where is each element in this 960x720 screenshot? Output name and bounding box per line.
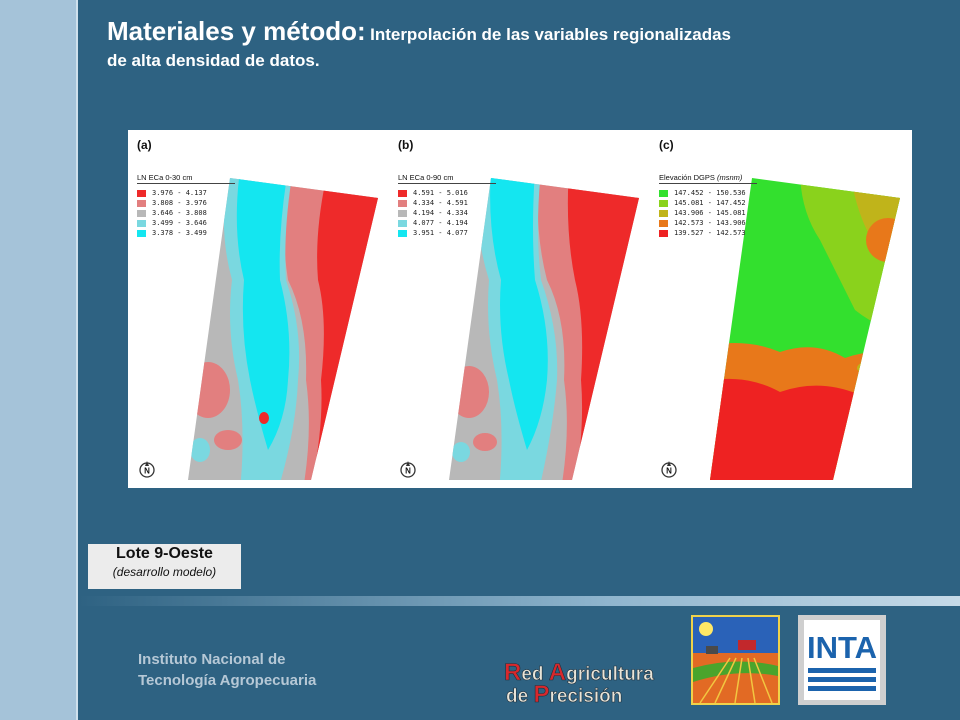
caption-subtitle: (desarrollo modelo) (112, 565, 217, 579)
legend-swatch (137, 199, 146, 207)
legend-title-unit: (msnm) (716, 173, 743, 182)
legend-label: 3.378 - 3.499 (152, 229, 207, 237)
left-decor-band (0, 0, 76, 720)
legend-swatch (137, 229, 146, 237)
north-label: N (666, 467, 672, 476)
legend-label: 3.499 - 3.646 (152, 219, 207, 227)
legend-item: 3.646 - 3.808 (137, 208, 207, 218)
panel-b-legend-title: LN ECa 0-90 cm (398, 173, 454, 182)
legend-swatch (398, 199, 407, 207)
panel-b-letter: (b) (398, 138, 414, 152)
logo-text-gricultura: gricultura (566, 664, 654, 685)
north-arrow-icon: N (400, 461, 416, 478)
north-label: N (144, 467, 150, 476)
map-a (188, 178, 378, 480)
legend-label: 3.808 - 3.976 (152, 199, 207, 207)
panel-b-legend-rule (398, 183, 496, 184)
north-arrow-icon: N (661, 461, 677, 478)
legend-title-text: Elevación DGPS (659, 173, 715, 182)
logo-text-de: de (506, 686, 533, 707)
decor-fade-bar (78, 596, 960, 606)
legend-label: 4.194 - 4.334 (413, 209, 468, 217)
legend-item: 4.077 - 4.194 (398, 218, 468, 228)
inta-logo-text: INTA (807, 630, 877, 665)
legend-label: 143.906 - 145.081 (674, 209, 746, 217)
legend-swatch (659, 199, 668, 207)
panel-c-legend-title: Elevación DGPS (msnm) (659, 173, 742, 182)
legend-label: 3.951 - 4.077 (413, 229, 468, 237)
legend-label: 142.573 - 143.906 (674, 219, 746, 227)
left-decor-line (76, 0, 78, 720)
svg-text:de Precisión: de Precisión (506, 681, 622, 708)
red-agricultura-logo: Red Agricultura de Precisión (504, 659, 655, 709)
legend-swatch (659, 229, 668, 237)
logo-letter-r: R (504, 659, 521, 686)
legend-item: 142.573 - 143.906 (659, 218, 746, 228)
caption-title: Lote 9-Oeste (116, 545, 213, 562)
legend-swatch (659, 189, 668, 197)
legend-item: 3.378 - 3.499 (137, 228, 207, 238)
legend-label: 139.527 - 142.573 (674, 229, 746, 237)
panel-a-letter: (a) (137, 138, 152, 152)
legend-swatch (398, 209, 407, 217)
north-arrow-icon: N (139, 461, 155, 478)
legend-swatch (659, 209, 668, 217)
north-label: N (405, 467, 411, 476)
legend-label: 3.646 - 3.808 (152, 209, 207, 217)
legend-swatch (137, 209, 146, 217)
institute-line2: Tecnología Agropecuaria (138, 672, 317, 689)
legend-item: 3.951 - 4.077 (398, 228, 468, 238)
legend-swatch (659, 219, 668, 227)
legend-item: 147.452 - 150.536 (659, 188, 746, 198)
legend-item: 3.808 - 3.976 (137, 198, 207, 208)
legend-label: 4.591 - 5.016 (413, 189, 468, 197)
legend-item: 4.591 - 5.016 (398, 188, 468, 198)
legend-item: 145.081 - 147.452 (659, 198, 746, 208)
footer-logos: Red Agricultura de Precisión INTA (504, 615, 886, 709)
slide-title: Materiales y método: Interpolación de la… (107, 16, 887, 71)
legend-swatch (398, 189, 407, 197)
title-subtitle: Interpolación de las variables regionali… (370, 25, 732, 44)
map-c (710, 178, 900, 480)
legend-swatch (137, 189, 146, 197)
legend-item: 143.906 - 145.081 (659, 208, 746, 218)
panel-c-legend: 147.452 - 150.536 145.081 - 147.452 143.… (659, 188, 746, 238)
title-main: Materiales y método: (107, 16, 366, 46)
panel-c-legend-rule (659, 183, 757, 184)
precision-field-logo (691, 615, 780, 705)
legend-item: 4.334 - 4.591 (398, 198, 468, 208)
legend-swatch (398, 219, 407, 227)
svg-text:Red Agricultura: Red Agricultura (504, 659, 654, 686)
map-b (449, 178, 639, 480)
panel-c-letter: (c) (659, 138, 674, 152)
lot-caption: Lote 9-Oeste (desarrollo modelo) (88, 544, 241, 589)
panel-c: (c) Elevación DGPS (msnm) 147.452 - 150.… (650, 130, 911, 488)
panel-b: (b) LN ECa 0-90 cm 4.591 - 5.016 4.334 -… (389, 130, 650, 488)
panel-a-legend: 3.976 - 4.137 3.808 - 3.976 3.646 - 3.80… (137, 188, 207, 238)
title-subtitle-line2: de alta densidad de datos. (107, 51, 320, 70)
legend-label: 145.081 - 147.452 (674, 199, 746, 207)
institute-name: Instituto Nacional de Tecnología Agropec… (138, 649, 316, 691)
legend-item: 4.194 - 4.334 (398, 208, 468, 218)
panel-a-legend-title: LN ECa 0-30 cm (137, 173, 193, 182)
panel-b-legend: 4.591 - 5.016 4.334 - 4.591 4.194 - 4.33… (398, 188, 468, 238)
panel-a: (a) LN ECa 0-30 cm 3.976 - 4.137 3.808 -… (128, 130, 389, 488)
legend-label: 4.334 - 4.591 (413, 199, 468, 207)
legend-label: 4.077 - 4.194 (413, 219, 468, 227)
map-figure: (a) LN ECa 0-30 cm 3.976 - 4.137 3.808 -… (128, 130, 912, 488)
legend-label: 147.452 - 150.536 (674, 189, 746, 197)
legend-label: 3.976 - 4.137 (152, 189, 207, 197)
legend-item: 3.499 - 3.646 (137, 218, 207, 228)
logo-text-recision: recisión (549, 686, 622, 707)
logo-letter-a: A (549, 659, 566, 686)
logo-text-ed: ed (521, 664, 548, 685)
legend-swatch (398, 229, 407, 237)
legend-item: 3.976 - 4.137 (137, 188, 207, 198)
institute-line1: Instituto Nacional de (138, 651, 286, 668)
logo-letter-p: P (533, 681, 549, 708)
panel-a-legend-rule (137, 183, 235, 184)
inta-logo: INTA (798, 615, 886, 705)
legend-item: 139.527 - 142.573 (659, 228, 746, 238)
legend-swatch (137, 219, 146, 227)
